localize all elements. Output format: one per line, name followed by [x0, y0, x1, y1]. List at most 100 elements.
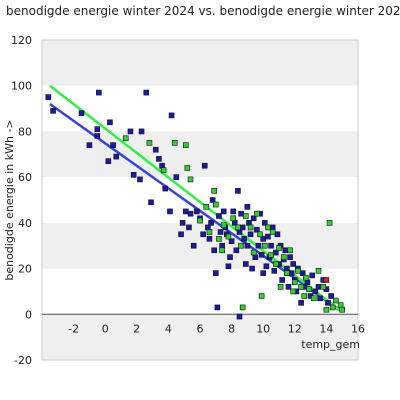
- data-point: [211, 188, 218, 194]
- highlight-point: [323, 277, 330, 283]
- data-point: [213, 270, 219, 276]
- data-point: [315, 284, 322, 290]
- data-point: [246, 220, 252, 226]
- grid-band: [42, 131, 358, 178]
- data-point: [279, 277, 285, 283]
- x-tick-label: 6: [197, 322, 204, 335]
- grid-band: [42, 40, 358, 86]
- data-point: [333, 297, 339, 304]
- data-point: [230, 215, 236, 222]
- data-point: [179, 220, 186, 226]
- y-tick-label: 0: [25, 308, 32, 321]
- y-tick-label: 40: [18, 217, 32, 230]
- data-point: [219, 247, 225, 254]
- data-point: [284, 270, 290, 276]
- x-tick-label: 4: [165, 322, 172, 335]
- data-point: [231, 220, 238, 226]
- data-point: [86, 142, 93, 148]
- y-tick-label: -20: [14, 354, 32, 367]
- data-point: [337, 302, 344, 308]
- data-point: [252, 254, 259, 260]
- data-point: [236, 313, 243, 320]
- data-point: [190, 242, 197, 249]
- grid-band: [42, 314, 358, 360]
- data-point: [268, 252, 274, 258]
- data-point: [317, 295, 323, 302]
- data-point: [323, 306, 330, 313]
- data-point: [287, 254, 293, 260]
- data-point: [309, 272, 315, 279]
- data-point: [211, 247, 218, 254]
- data-point: [263, 263, 270, 270]
- y-tick-label: 60: [18, 171, 32, 184]
- data-point: [184, 165, 191, 171]
- data-point: [301, 293, 308, 299]
- data-point: [160, 167, 167, 174]
- data-point: [225, 263, 232, 270]
- data-point: [299, 270, 306, 276]
- y-tick-label: 100: [11, 80, 32, 93]
- data-point: [219, 242, 225, 249]
- data-point: [186, 224, 192, 231]
- data-point: [239, 224, 246, 231]
- data-point: [268, 242, 274, 249]
- data-point: [187, 210, 194, 217]
- data-point: [260, 236, 267, 242]
- data-point: [312, 288, 319, 295]
- data-point: [168, 112, 175, 119]
- data-point: [325, 300, 331, 306]
- data-point: [276, 245, 282, 251]
- data-point: [298, 284, 304, 290]
- data-point: [257, 231, 263, 238]
- data-point: [284, 265, 290, 272]
- grid-bands: [42, 40, 358, 360]
- data-point: [249, 265, 255, 272]
- x-tick-label: 0: [102, 322, 109, 335]
- data-point: [261, 242, 268, 249]
- data-point: [206, 236, 213, 242]
- data-point: [206, 229, 213, 235]
- x-tick-label: 8: [228, 322, 235, 335]
- data-point: [146, 140, 153, 146]
- data-point: [255, 242, 262, 249]
- data-point: [315, 268, 322, 274]
- y-tick-label: 20: [18, 263, 32, 276]
- data-point: [258, 293, 265, 299]
- data-point: [216, 213, 222, 219]
- data-point: [265, 224, 271, 231]
- x-tick-label: 12: [288, 322, 302, 335]
- data-point: [201, 162, 208, 169]
- data-point: [244, 242, 251, 249]
- data-point: [233, 247, 240, 254]
- data-point: [138, 128, 145, 135]
- data-point: [148, 199, 154, 206]
- data-point: [167, 208, 173, 215]
- data-point: [329, 304, 336, 311]
- data-point: [306, 286, 312, 292]
- x-tick-labels: -2 0 2 4 6 8 10 12 14 16: [68, 322, 365, 335]
- data-point: [250, 249, 257, 256]
- data-point: [96, 89, 102, 96]
- data-point: [326, 220, 333, 226]
- data-point: [274, 231, 281, 238]
- data-point: [265, 233, 271, 240]
- data-point: [328, 293, 334, 299]
- plot-frame: [41, 39, 359, 361]
- data-point: [127, 128, 134, 135]
- data-point: [209, 197, 216, 203]
- y-tick-label: 80: [18, 125, 32, 138]
- x-tick-label: 16: [351, 322, 365, 335]
- data-point: [280, 254, 287, 260]
- y-tick-labels: -20 0 20 40 60 80 100 120: [11, 34, 32, 367]
- data-point: [220, 208, 227, 215]
- trend-lines: [49, 84, 343, 314]
- data-point: [200, 231, 206, 238]
- data-point: [236, 229, 243, 235]
- x-tick-label: 2: [133, 322, 140, 335]
- data-point: [94, 133, 101, 139]
- data-point: [243, 213, 249, 219]
- data-point: [239, 304, 246, 311]
- y-tick-label: 120: [11, 34, 32, 47]
- data-point: [298, 300, 304, 306]
